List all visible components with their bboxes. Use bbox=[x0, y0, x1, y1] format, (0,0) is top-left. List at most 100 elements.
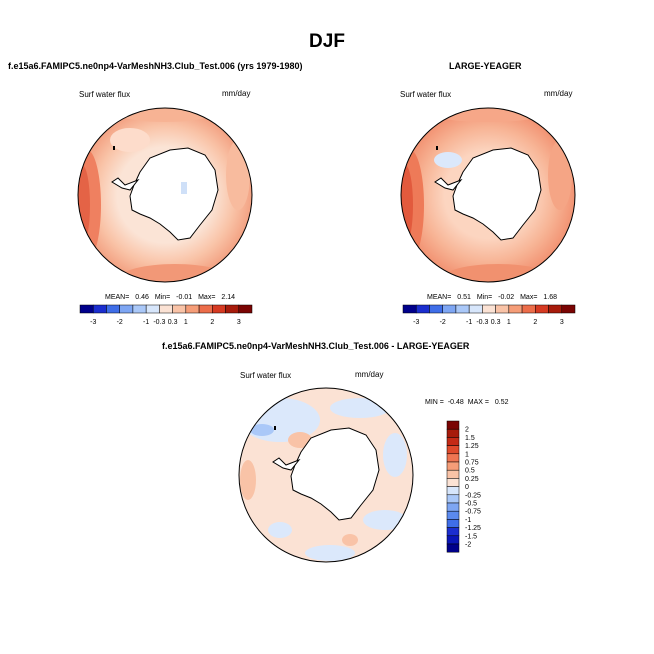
colorbar-c-cell-3 bbox=[446, 445, 460, 455]
colorbar-a-cell-2 bbox=[106, 304, 120, 314]
colorbar-a-cell-3 bbox=[119, 304, 134, 314]
colorbar-c-cell-15 bbox=[446, 543, 460, 553]
colorbar-b-cell-10 bbox=[535, 304, 549, 314]
panel-a-units: mm/day bbox=[222, 89, 251, 98]
panel-a-min-label: Min= bbox=[154, 294, 171, 301]
colorbar-c-cell-6 bbox=[446, 469, 460, 479]
colorbar-a-cell-5 bbox=[145, 304, 160, 314]
panel-b-max: 1.68 bbox=[543, 294, 557, 301]
colorbar-a-cell-12 bbox=[238, 304, 253, 314]
panel-b-min: -0.02 bbox=[498, 294, 515, 301]
colorbar-a-cell-6 bbox=[159, 304, 173, 314]
colorbar-a-cell-4 bbox=[132, 304, 147, 314]
colorbar-a-tick-label: -2 bbox=[117, 319, 123, 326]
panel-a-mean: 0.46 bbox=[135, 294, 149, 301]
panel-a-title: f.e15a6.FAMIPC5.ne0np4-VarMeshNH3.Club_T… bbox=[8, 61, 303, 71]
colorbar-b-cell-5 bbox=[468, 304, 483, 314]
panel-b-units: mm/day bbox=[544, 89, 573, 98]
panel-c-stats: MIN = -0.48 MAX = 0.52 bbox=[425, 399, 509, 406]
colorbar-b-tick-label: 3 bbox=[560, 319, 564, 326]
panel-b-min-label: Min= bbox=[476, 294, 493, 301]
colorbar-a-tick-label: 0.3 bbox=[168, 319, 178, 326]
colorbar-a: -3 -2 -1 -0.3 0.3 1 2 3 bbox=[79, 304, 253, 326]
colorbar-c-tick-label: -0.25 bbox=[465, 492, 481, 499]
colorbar-c-cell-1 bbox=[446, 428, 460, 438]
colorbar-c-tick-label: 0.75 bbox=[465, 460, 479, 467]
colorbar-c-tick-label: -2 bbox=[465, 542, 471, 549]
colorbar-c-cell-14 bbox=[446, 535, 460, 545]
colorbar-c-tick-label: -1 bbox=[465, 517, 471, 524]
colorbar-c-tick-label: 1 bbox=[465, 451, 469, 458]
colorbar-c-tick-label: 1.25 bbox=[465, 443, 479, 450]
colorbar-c-tick-label: 0 bbox=[465, 484, 469, 491]
panel-c-units: mm/day bbox=[355, 370, 384, 379]
colorbar-c-cell-0 bbox=[446, 420, 460, 430]
colorbar-c-cell-5 bbox=[446, 461, 460, 471]
colorbar-c-cell-2 bbox=[446, 437, 460, 446]
colorbar-b-tick-label: 0.3 bbox=[491, 319, 501, 326]
colorbar-a-tick-label: -0.3 bbox=[153, 319, 165, 326]
colorbar-a-tick-label: 3 bbox=[237, 319, 241, 326]
colorbar-a-cell-8 bbox=[185, 304, 200, 314]
colorbar-c-tick-label: -0.5 bbox=[465, 501, 477, 508]
colorbar-a-tick-label: -1 bbox=[143, 319, 149, 326]
colorbar-c-tick-label: 0.5 bbox=[465, 468, 475, 475]
panel-b-title: LARGE-YEAGER bbox=[449, 61, 522, 71]
colorbar-b-tick-label: 2 bbox=[533, 319, 537, 326]
panel-b-stats: MEAN= 0.51 Min= -0.02 Max= 1.68 bbox=[427, 294, 557, 301]
colorbar-a-cell-1 bbox=[92, 304, 107, 314]
panel-c-min-label: MIN = bbox=[425, 399, 444, 406]
panel-a-max-label: Max= bbox=[198, 294, 216, 301]
colorbar-a-cell-11 bbox=[225, 304, 240, 314]
panel-b-max-label: Max= bbox=[520, 294, 538, 301]
colorbar-c-tick-label: -0.75 bbox=[465, 509, 481, 516]
colorbar-a-cell-7 bbox=[172, 304, 187, 314]
colorbar-b-tick-label: 1 bbox=[507, 319, 511, 326]
colorbar-a-tick-label: 2 bbox=[210, 319, 214, 326]
colorbar-b-cell-4 bbox=[455, 304, 470, 314]
colorbar-c-cell-9 bbox=[446, 494, 460, 504]
colorbar-a-cell-0 bbox=[79, 304, 94, 314]
colorbar-c-cell-8 bbox=[446, 486, 460, 496]
colorbar-c-tick-label: -1.25 bbox=[465, 525, 481, 532]
colorbar-b-tick-label: -2 bbox=[440, 319, 446, 326]
colorbar-b-cell-9 bbox=[521, 304, 536, 314]
colorbar-c-cell-12 bbox=[446, 519, 460, 528]
colorbar-b-cell-6 bbox=[482, 304, 496, 314]
panel-a-variable: Surf water flux bbox=[79, 90, 131, 99]
colorbar-c-cell-11 bbox=[446, 510, 460, 520]
colorbar-a-cell-9 bbox=[198, 304, 213, 314]
colorbar-c-cell-10 bbox=[446, 502, 460, 512]
panel-c-min: -0.48 bbox=[447, 399, 464, 406]
colorbar-b-cell-8 bbox=[508, 304, 523, 314]
colorbar-a-cell-10 bbox=[212, 304, 226, 314]
colorbar-b-cell-7 bbox=[495, 304, 510, 314]
colorbar-b-cell-2 bbox=[429, 304, 443, 314]
colorbar-a-tick-label: 1 bbox=[184, 319, 188, 326]
colorbar-b-tick-label: -0.3 bbox=[476, 319, 488, 326]
colorbar-c-tick-label: 0.25 bbox=[465, 476, 479, 483]
colorbar-b-tick-label: -3 bbox=[413, 319, 419, 326]
colorbar-b-tick-label: -1 bbox=[466, 319, 472, 326]
colorbar-b: -3 -2 -1 -0.3 0.3 1 2 3 bbox=[402, 304, 576, 326]
panel-b-mean: 0.51 bbox=[457, 294, 471, 301]
panel-b-variable: Surf water flux bbox=[400, 90, 452, 99]
colorbar-b-cell-0 bbox=[402, 304, 417, 314]
panel-a-min: -0.01 bbox=[176, 294, 193, 301]
panel-c-max: 0.52 bbox=[494, 399, 509, 406]
colorbar-b-cell-12 bbox=[561, 304, 576, 314]
panel-c-variable: Surf water flux bbox=[240, 371, 292, 380]
panel-c-max-label: MAX = bbox=[467, 399, 489, 406]
colorbar-b-cell-3 bbox=[442, 304, 457, 314]
colorbar-b-cell-11 bbox=[548, 304, 563, 314]
colorbar-c-cell-13 bbox=[446, 527, 460, 537]
colorbar-c-tick-label: -1.5 bbox=[465, 533, 477, 540]
colorbar-b-cell-1 bbox=[415, 304, 430, 314]
panel-c-title: f.e15a6.FAMIPC5.ne0np4-VarMeshNH3.Club_T… bbox=[162, 341, 470, 351]
colorbar-c-tick-label: 2 bbox=[465, 427, 469, 434]
figure-title: DJF bbox=[309, 31, 345, 52]
panel-a-max: 2.14 bbox=[221, 294, 235, 301]
